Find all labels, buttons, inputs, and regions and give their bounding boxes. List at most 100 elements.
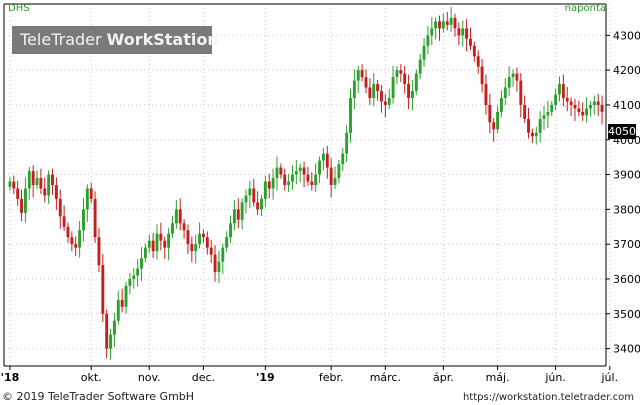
candle-body [70, 237, 74, 245]
candle-body [252, 188, 256, 203]
candle-body [550, 104, 554, 112]
candle-body [368, 87, 372, 98]
candle-body [314, 174, 318, 185]
candle-body [441, 21, 445, 29]
candle-body [530, 132, 534, 137]
candle-body [85, 188, 89, 210]
candle-body [554, 94, 558, 105]
candle-body [511, 73, 515, 78]
source-url: https://workstation.teletrader.com [462, 392, 634, 403]
frequency-label: naponta [564, 3, 606, 14]
candle-body [279, 167, 283, 175]
candle-body [163, 240, 167, 248]
candle-body [499, 97, 503, 112]
candle-body [349, 97, 352, 133]
candle-body [271, 178, 275, 189]
candle-body [333, 178, 337, 185]
x-tick-label: '18 [1, 371, 20, 384]
candle-body [318, 160, 321, 175]
x-tick-label: máj. [486, 371, 510, 384]
x-tick-label: febr. [319, 371, 344, 384]
candle-body [186, 230, 190, 245]
candle-body [407, 84, 411, 98]
candle-body [445, 21, 449, 25]
candle-body [217, 261, 221, 273]
candle-body [461, 28, 465, 36]
candle-body [422, 45, 426, 60]
candle-body [600, 104, 604, 112]
candle-body [523, 104, 527, 119]
y-tick-label: 3800 [613, 203, 640, 216]
symbol-label: DHS [8, 3, 30, 14]
candle-body [171, 223, 174, 234]
candle-body [58, 198, 62, 217]
candle-body [372, 84, 376, 98]
candle-body [430, 28, 434, 36]
candle-body [306, 174, 310, 182]
candle-body [538, 118, 542, 133]
x-tick-label: jún. [544, 371, 566, 384]
candle-body [194, 244, 198, 252]
candle-body [20, 198, 23, 213]
candle-body [453, 17, 457, 29]
candle-body [97, 237, 101, 266]
candle-body [325, 153, 329, 168]
candle-body [124, 285, 128, 307]
candle-body [209, 247, 213, 255]
candle-body [198, 233, 202, 245]
y-tick-label: 4300 [613, 29, 640, 42]
candle-body [43, 188, 47, 196]
candle-body [62, 216, 66, 227]
candle-body [16, 188, 20, 199]
candle-body [496, 111, 500, 130]
candle-body [418, 59, 422, 74]
candle-body [387, 97, 391, 105]
candle-body [434, 21, 438, 29]
candle-body [364, 77, 368, 88]
candle-body [232, 209, 236, 224]
candle-body [174, 209, 178, 224]
candle-body [589, 104, 592, 109]
candle-body [147, 240, 151, 248]
candle-body [376, 84, 380, 92]
candle-body [93, 198, 97, 238]
candle-body [449, 17, 453, 25]
candle-body [360, 70, 364, 78]
candle-body [542, 115, 546, 119]
y-tick-label: 3600 [613, 273, 640, 286]
candle-body [66, 226, 70, 238]
candle-body [256, 202, 260, 210]
y-tick-label: 3400 [613, 343, 640, 356]
candle-body [248, 188, 252, 196]
candle-body [89, 188, 93, 199]
candle-body [391, 77, 395, 98]
candle-body [426, 35, 430, 46]
candle-body [116, 299, 120, 321]
candle-body [383, 101, 387, 105]
candle-body [476, 56, 480, 67]
candle-body [39, 178, 43, 189]
candle-body [410, 91, 414, 98]
copyright-text: © 2019 TeleTrader Software GmbH [2, 390, 195, 403]
candle-body [167, 233, 171, 248]
last-value-badge: 4050 [608, 124, 636, 139]
candle-body [12, 181, 16, 189]
candle-body [527, 118, 530, 133]
candle-body [31, 171, 35, 185]
candle-body [236, 209, 240, 220]
candle-body [205, 237, 209, 248]
candle-body [403, 73, 407, 85]
candle-body [492, 122, 496, 130]
candle-body [507, 77, 511, 88]
candle-body [159, 233, 163, 241]
candle-body [298, 167, 302, 172]
x-tick-label: okt. [81, 371, 102, 384]
candle-body [534, 132, 538, 137]
plot-area [4, 4, 606, 366]
candle-body [457, 28, 461, 36]
candle-body [74, 244, 78, 248]
candle-body [503, 87, 507, 98]
y-tick-label: 4100 [613, 99, 640, 112]
candle-body [155, 233, 159, 252]
